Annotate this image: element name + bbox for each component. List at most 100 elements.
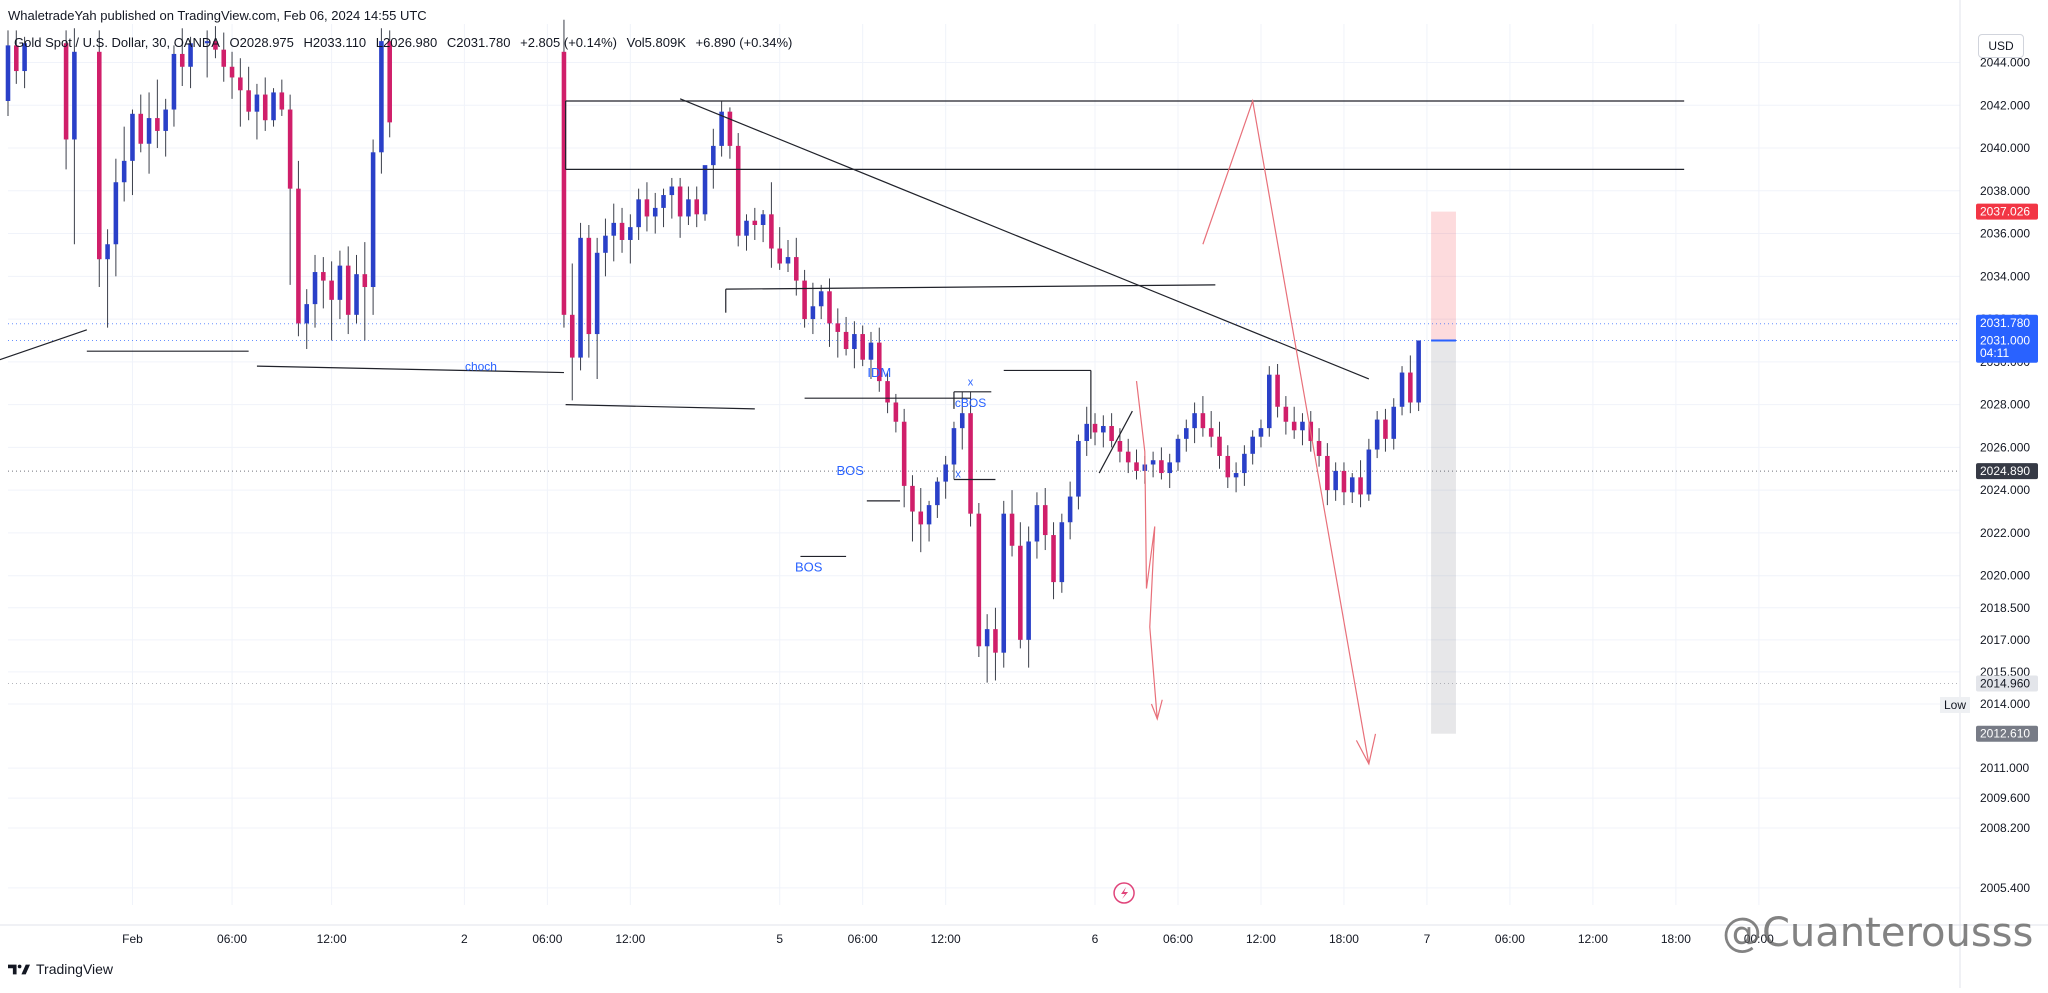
price-tick-label: 2014.000 xyxy=(1980,697,2030,711)
candle-body xyxy=(1333,470,1338,491)
candle-body xyxy=(1109,426,1114,441)
structure-line xyxy=(679,98,1370,380)
candle-body xyxy=(727,111,733,146)
price-tick-label: 2036.000 xyxy=(1980,227,2030,241)
candle-body xyxy=(1341,470,1347,493)
candle-body xyxy=(827,291,832,324)
candle-body xyxy=(686,199,691,217)
candle-body xyxy=(926,505,932,525)
candle-body xyxy=(976,513,982,647)
time-tick-label: 12:00 xyxy=(1578,932,1608,946)
candle-body xyxy=(254,94,260,112)
candle-body xyxy=(611,222,617,236)
candle-body xyxy=(918,511,924,525)
candle-body xyxy=(835,323,841,332)
price-label-text: 2031.780 xyxy=(1980,316,2030,330)
candle-body xyxy=(296,188,301,324)
candle-body xyxy=(661,195,666,208)
candle-body xyxy=(586,237,592,335)
candle-body xyxy=(578,237,583,358)
candle-body xyxy=(677,186,683,217)
candle-body xyxy=(1059,522,1065,583)
candle-body xyxy=(1250,436,1255,454)
candle-body xyxy=(213,41,218,50)
price-label-text: 2037.026 xyxy=(1980,205,2030,219)
structure-line xyxy=(1098,410,1133,474)
time-tick-label: 2 xyxy=(461,932,468,946)
price-tick-label: 2011.000 xyxy=(1980,761,2029,775)
symbol-name[interactable]: Gold Spot / U.S. Dollar, 30, OANDA xyxy=(14,35,220,50)
candle-body xyxy=(155,118,160,131)
annotation-label: BOS xyxy=(795,559,823,574)
candle-body xyxy=(1175,438,1181,463)
price-tick-label: 2024.000 xyxy=(1980,483,2030,497)
candle-body xyxy=(760,214,766,226)
price-tick-label: 2028.000 xyxy=(1980,398,2030,412)
candle-body xyxy=(1018,545,1023,640)
candle-body xyxy=(1383,419,1388,439)
candle-body xyxy=(379,41,384,153)
candle-body xyxy=(628,227,633,240)
time-tick-label: 18:00 xyxy=(1661,932,1691,946)
time-tick-label: 12:00 xyxy=(1246,932,1276,946)
candle-body xyxy=(229,66,235,78)
time-tick-label: 06:00 xyxy=(1495,932,1525,946)
ohlc-high: H2033.110 xyxy=(303,35,367,50)
structure-line xyxy=(0,329,88,361)
candle-body xyxy=(1258,428,1264,437)
candle-body xyxy=(1026,541,1031,640)
candle-body xyxy=(1184,428,1189,439)
price-tick-label: 2026.000 xyxy=(1980,440,2030,454)
candle-body xyxy=(752,220,758,226)
low-marker: Low xyxy=(1940,697,1971,713)
price-tick-label: 2040.000 xyxy=(1980,141,2030,155)
candle-body xyxy=(1275,374,1280,407)
projection-arrowhead-main xyxy=(1355,733,1377,766)
candle-body xyxy=(1266,374,1272,429)
candle-body xyxy=(860,334,865,360)
candle-body xyxy=(694,199,700,215)
price-tick-label: 2005.400 xyxy=(1980,881,2030,895)
candle-body xyxy=(1399,372,1405,407)
tradingview-logo-text: TradingView xyxy=(36,961,114,977)
candle-body xyxy=(1208,428,1214,437)
candle-body xyxy=(238,77,243,91)
candle-body xyxy=(636,199,641,228)
candle-body xyxy=(204,41,210,44)
candle-body xyxy=(1076,440,1081,497)
candle-body xyxy=(561,51,567,315)
tradingview-logo[interactable]: TradingView xyxy=(8,961,113,977)
currency-button[interactable]: USD xyxy=(1978,34,2024,58)
candle-body xyxy=(1009,513,1015,546)
candle-body xyxy=(1416,340,1421,403)
candle-body xyxy=(1242,453,1247,474)
time-tick-label: 7 xyxy=(1424,932,1431,946)
candle-body xyxy=(1042,505,1048,536)
time-tick-label: 06:00 xyxy=(532,932,562,946)
candle-body xyxy=(876,342,882,382)
lightning-bolt xyxy=(1121,887,1129,899)
candle-body xyxy=(959,413,965,429)
candle-body xyxy=(1283,406,1289,422)
candle-body xyxy=(262,94,268,121)
ohlc-change: +2.805 (+0.14%) xyxy=(520,35,617,50)
candle-body xyxy=(22,43,27,72)
candle-body xyxy=(1374,419,1380,450)
candle-body xyxy=(702,165,708,215)
candle-body xyxy=(321,272,326,281)
price-tick-label: 2015.500 xyxy=(1980,665,2030,679)
price-tick-label: 2044.000 xyxy=(1980,55,2030,69)
candle-body xyxy=(1150,460,1156,465)
candle-body xyxy=(63,43,69,140)
price-label-text: 2024.890 xyxy=(1980,464,2030,478)
candle-body xyxy=(802,280,807,320)
candle-body xyxy=(14,45,19,72)
candle-body xyxy=(354,274,359,315)
candle-body xyxy=(935,481,940,506)
candle-body xyxy=(1217,436,1222,456)
candle-body xyxy=(852,334,857,350)
candle-body xyxy=(1192,413,1197,429)
candle-body xyxy=(719,111,724,146)
